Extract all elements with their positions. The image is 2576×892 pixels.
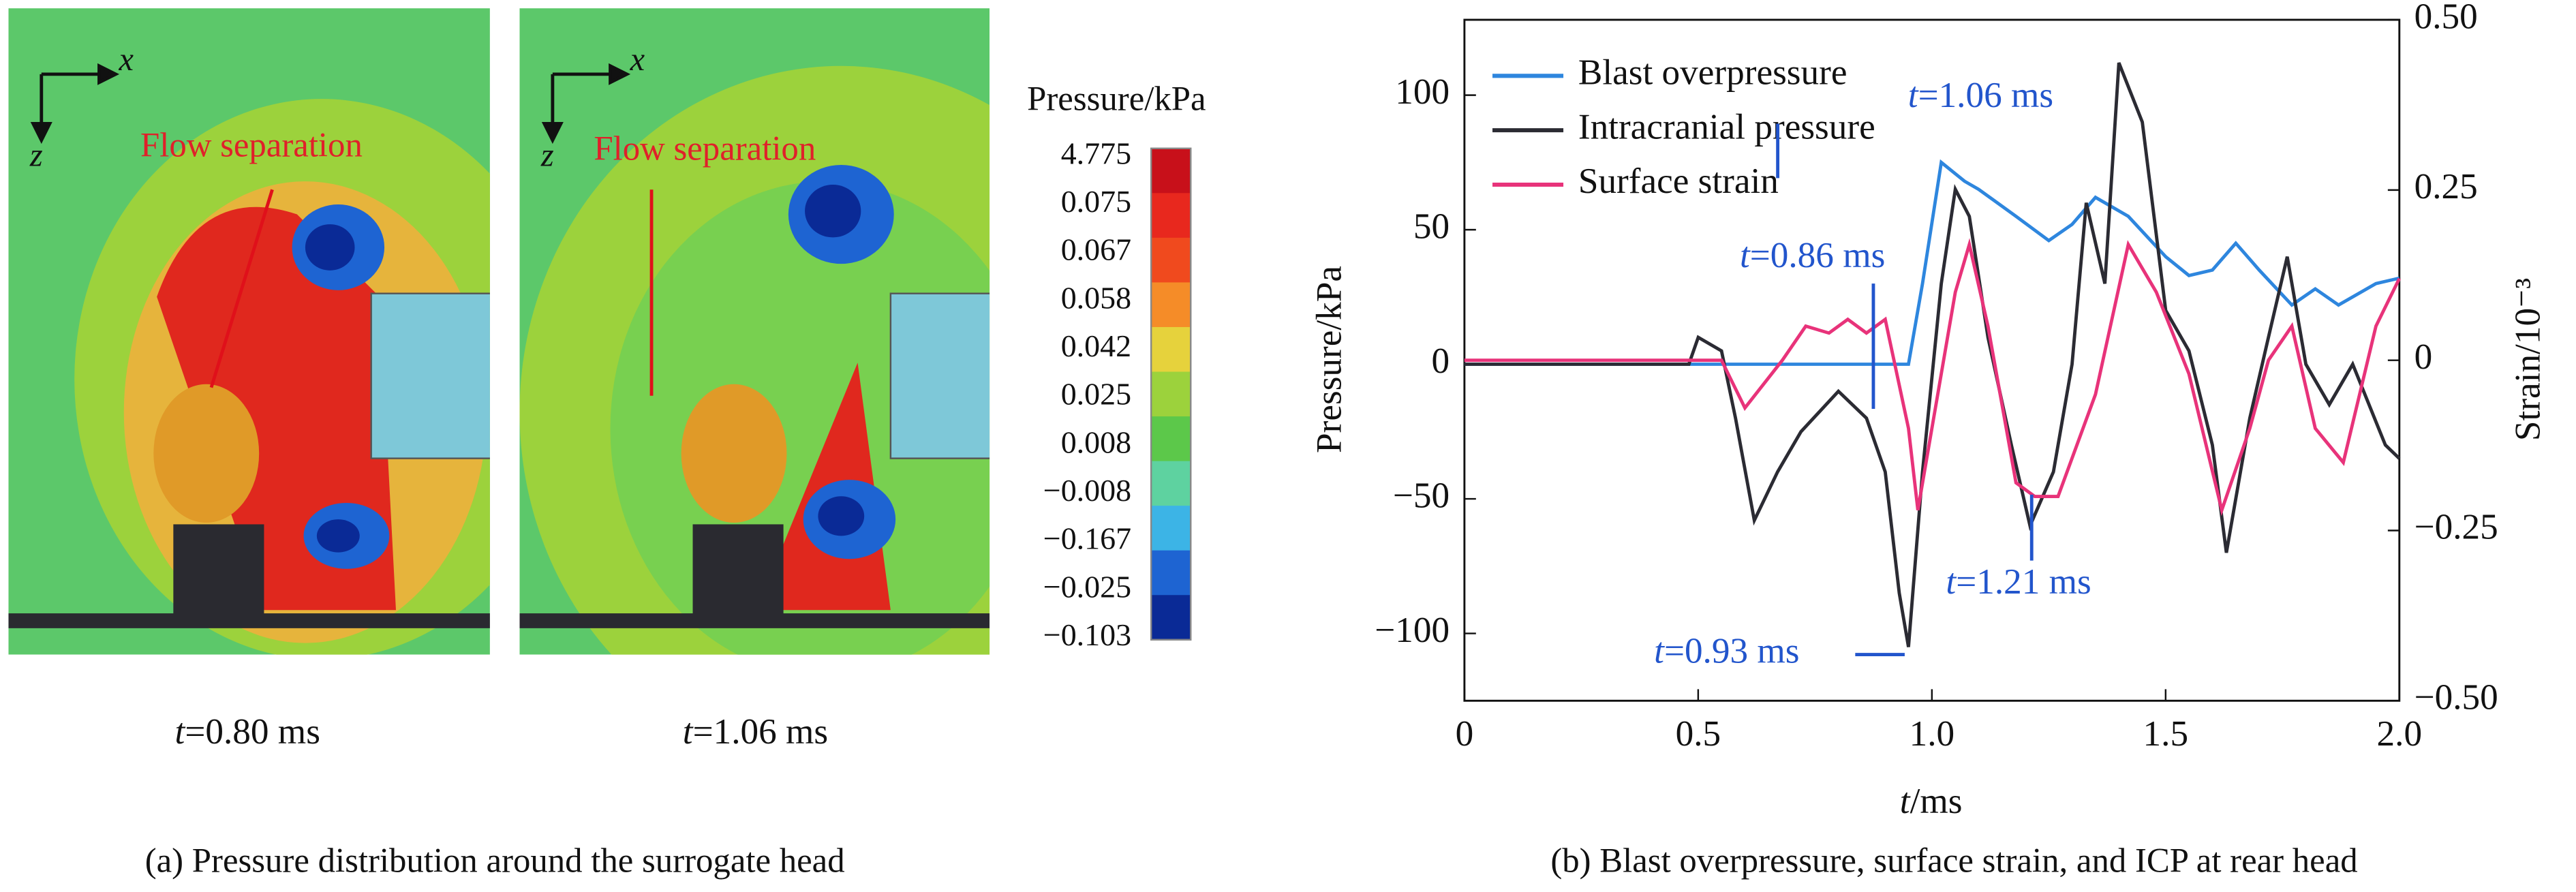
colorbar-swatch [1151,461,1191,507]
time-text: =1.06 ms [693,711,829,752]
colorbar-swatch [1151,282,1191,328]
x-var: t [1900,781,1911,821]
legend-label: Blast overpressure [1578,52,1847,93]
time-var: t [175,711,186,752]
colorbar-swatch [1151,237,1191,283]
series-line [1464,159,2400,366]
y-tick-label: −100 [1375,610,1450,650]
colorbar-label: 0.058 [1061,280,1131,315]
colorbar-swatch [1151,193,1191,239]
y2-tick-label: 0.25 [2414,166,2478,206]
legend-label: Surface strain [1578,161,1779,201]
annotation-var: t [1654,631,1665,671]
colorbar-swatch [1151,506,1191,551]
colorbar-swatch [1151,326,1191,373]
y-tick-label: −50 [1393,475,1450,515]
series-line [1464,62,2401,647]
time-label: t=1.06 ms [683,711,828,752]
colorbar-swatch [1151,550,1191,596]
colorbar-frame [1150,147,1192,641]
colorbar: 4.775 0.075 0.067 0.058 0.042 0.025 0.008 −0.00… [1043,136,1192,652]
colorbar-label: 0.067 [1061,232,1131,267]
time-label: t=0.80 ms [175,711,320,752]
simulation-frame-1 [8,8,490,655]
colorbar-swatch [1151,148,1191,194]
axis-x-label: x [119,42,134,78]
annotation-var: t [1908,75,1919,115]
legend-label: Intracranial pressure [1578,106,1875,147]
x-tick-label: 2.0 [2377,713,2423,754]
colorbar-label: 0.008 [1061,425,1131,459]
annotation: t=0.86 ms [1740,235,1885,275]
y2-tick-label: −0.25 [2414,507,2498,547]
annotation-text: =0.86 ms [1750,235,1886,275]
y2-tick-label: −0.50 [2414,677,2498,718]
x-tick-label: 1.0 [1910,713,1955,754]
axis-z-label: z [540,137,554,173]
annotation: t=1.21 ms [1946,562,2091,602]
annotation: Flow separation [594,129,816,167]
colorbar-swatch [1151,595,1191,641]
colorbar-label: 0.075 [1061,184,1131,219]
colorbar-label: −0.025 [1043,569,1131,604]
time-text: =0.80 ms [185,711,320,752]
colorbar-label: 0.025 [1061,377,1131,412]
x-tick-label: 1.5 [2143,713,2189,754]
axes-icons [30,63,631,144]
y-tick-label: 100 [1395,72,1450,112]
series-line [1464,238,2401,517]
simulation-frame-2 [519,8,990,655]
annotation-text: =0.93 ms [1664,631,1800,671]
caption: (b) Blast overpressure, surface strain, … [1550,842,2357,880]
caption: (a) Pressure distribution around the sur… [145,842,845,880]
colorbar-swatch [1151,371,1191,418]
y2-axis-label: Strain/10⁻³ [2508,278,2548,441]
x-tick-label: 0 [1456,713,1474,754]
annotation-var: t [1740,235,1751,275]
colorbar-title: Pressure/kPa [1027,80,1206,118]
annotation-text: =1.06 ms [1918,75,2054,115]
annotation-var: t [1946,562,1957,602]
axis-z-label: z [29,137,43,173]
colorbar-label: 4.775 [1061,136,1131,170]
annotation: t=1.06 ms [1908,75,2053,115]
colorbar-label: −0.008 [1043,473,1131,508]
x-unit: /ms [1910,781,1963,821]
annotation: Flow separation [140,125,363,164]
y2-tick-label: 0.50 [2414,0,2478,36]
y-axis-label: Pressure/kPa [1309,266,1349,453]
x-tick-label: 0.5 [1676,713,1721,754]
colorbar-label: −0.167 [1043,521,1131,556]
axis-x-label: x [630,42,645,78]
y-tick-label: 0 [1432,341,1450,381]
y2-tick-label: 0 [2414,337,2433,377]
annotation: t=0.93 ms [1654,631,1799,671]
x-axis-label: t/ms [1900,781,1963,821]
annotation-text: =1.21 ms [1956,562,2091,602]
colorbar-label: 0.042 [1061,328,1131,363]
colorbar-label: −0.103 [1043,617,1131,652]
y-tick-label: 50 [1413,206,1450,246]
colorbar-swatch [1151,416,1191,462]
time-var: t [683,711,694,752]
